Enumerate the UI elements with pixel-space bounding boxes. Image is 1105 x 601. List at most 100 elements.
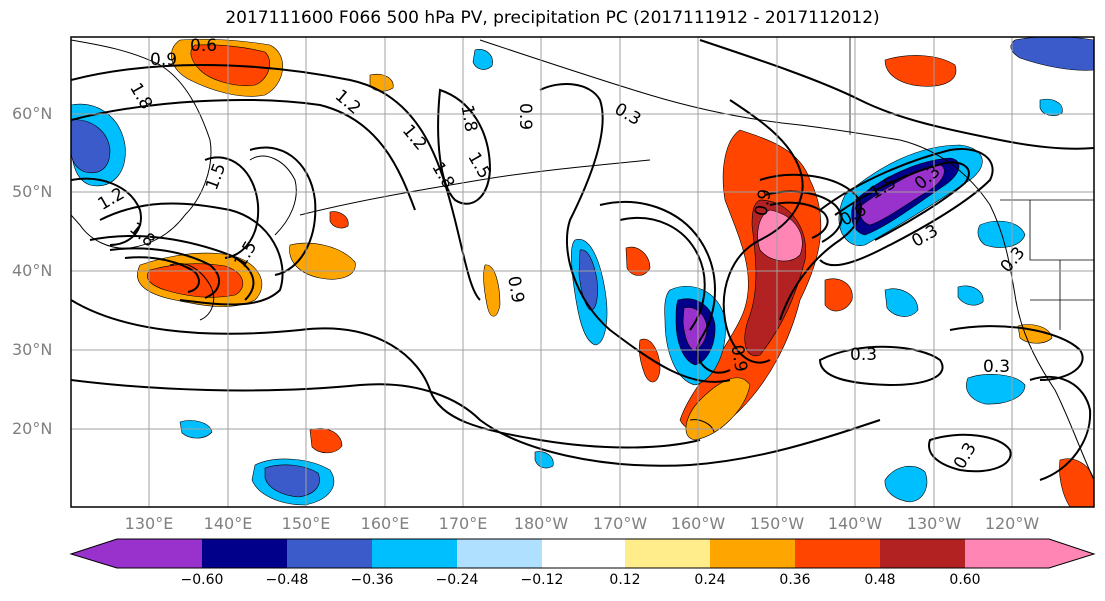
colorbar-segment — [880, 539, 965, 568]
contour-label: 0.9 — [751, 188, 775, 218]
colorbar-tick-label: 0.24 — [694, 572, 726, 588]
colorbar-tick-label: −0.60 — [180, 572, 224, 588]
lat-label: 40°N — [12, 261, 53, 280]
contour-label: 0.9 — [515, 103, 535, 130]
pv-contour — [722, 99, 804, 364]
pv-contour — [71, 379, 881, 467]
pv-contour — [1029, 375, 1092, 481]
lat-label: 20°N — [12, 419, 53, 438]
pv-contour — [71, 177, 142, 246]
lon-label: 130°E — [124, 514, 174, 533]
colorbar-tick-label: 0.48 — [864, 572, 896, 588]
precip-blob-west-neg-core — [578, 249, 598, 311]
pv-contour — [699, 39, 1094, 150]
pv-contour — [834, 161, 970, 241]
pv-contour — [949, 325, 1084, 381]
precip-blob-c5-neg — [534, 451, 554, 469]
contour-label: 0.3 — [983, 357, 1010, 377]
border-us-states — [1029, 200, 1094, 330]
colorbar-outline — [69, 538, 1096, 569]
colorbar-segment — [542, 539, 625, 568]
lat-label: 60°N — [12, 104, 53, 123]
precip-blob-west-edge-neg-core — [71, 119, 111, 174]
gridlines — [71, 37, 1094, 507]
precip-blob-c3-pos — [824, 278, 853, 312]
pv-contour — [109, 247, 220, 299]
coastline-japan — [169, 263, 215, 321]
precip-blob-ne-pos — [884, 55, 957, 87]
colorbar-tick-label: −0.12 — [520, 572, 564, 588]
contour-label: 0.9 — [726, 343, 750, 373]
colorbar-segment — [625, 539, 710, 568]
contour-label: 1.8 — [456, 103, 480, 133]
coastline-north-america — [899, 139, 1094, 481]
precip-shading — [71, 37, 1094, 507]
lon-label: 140°E — [203, 514, 253, 533]
precip-blob-se-neg — [884, 465, 928, 503]
colorbar-segment — [372, 539, 457, 568]
coastline-asia — [71, 39, 212, 249]
lon-label: 180°W — [513, 514, 569, 533]
coastline-hawaii — [689, 419, 715, 433]
lat-label: 50°N — [12, 182, 53, 201]
lon-label: 160°W — [670, 514, 726, 533]
pv-contour — [99, 202, 284, 306]
colorbar-tick-label: 0.36 — [779, 572, 811, 588]
colorbar-tick-label: 0.60 — [949, 572, 981, 588]
pv-contour — [769, 201, 829, 239]
lon-label: 170°W — [592, 514, 648, 533]
contour-label: 0.9 — [150, 50, 177, 70]
pv-contour — [818, 345, 944, 387]
lat-label: 30°N — [12, 340, 53, 359]
lon-label: 140°W — [827, 514, 883, 533]
colorbar-segment — [287, 539, 372, 568]
coastlines — [71, 39, 1094, 481]
precip-blob-c8-neg — [1039, 98, 1063, 117]
lon-label: 120°W — [984, 514, 1040, 533]
colorbar-segment — [795, 539, 880, 568]
borders — [849, 37, 1094, 330]
pv-contour — [539, 83, 731, 383]
pv-contour — [759, 173, 862, 321]
colorbar-tick-label: 0.12 — [609, 572, 641, 588]
pv-contour — [819, 148, 994, 267]
lon-label: 150°W — [749, 514, 805, 533]
precip-blob-central-pos-peak — [757, 209, 803, 262]
colorbar-segment — [117, 539, 202, 568]
precip-blob-e2-neg — [884, 288, 919, 317]
pv-contour — [89, 235, 255, 301]
colorbar-tick-label: −0.48 — [265, 572, 309, 588]
lon-label: 130°W — [906, 514, 962, 533]
precip-blob-se-pos — [1059, 458, 1094, 507]
colorbar-segment — [202, 539, 287, 568]
contour-label: 0.6 — [190, 36, 217, 56]
precip-blob-japan-pos-core — [146, 263, 244, 298]
contour-label: 0.3 — [850, 345, 877, 365]
colorbar-segment — [710, 539, 795, 568]
colorbar — [69, 538, 1096, 569]
pv-contour — [437, 88, 492, 205]
precip-blob-c2-pos — [483, 264, 501, 317]
coastline-alaska — [479, 39, 901, 141]
colorbar-extend-left — [71, 539, 117, 568]
precip-blob-e3-neg — [957, 285, 984, 306]
precip-blob-c6-neg — [472, 49, 493, 70]
precip-blob-e5-pos — [625, 246, 651, 276]
pv-contour — [599, 200, 731, 374]
pv-contour — [249, 146, 317, 276]
colorbar-segment — [965, 539, 1049, 568]
page-title: 2017111600 F066 500 hPa PV, precipitatio… — [225, 8, 880, 28]
precip-blob-c9-pos — [329, 211, 349, 229]
colorbar-tick-label: −0.24 — [435, 572, 479, 588]
pv-contour — [204, 156, 260, 259]
lon-label: 170°E — [438, 514, 488, 533]
colorbar-tick-label: −0.36 — [350, 572, 394, 588]
lon-label: 150°E — [281, 514, 331, 533]
lon-label: 160°E — [360, 514, 410, 533]
pv-contour — [928, 433, 1012, 473]
colorbar-extend-right — [1049, 539, 1094, 568]
precip-blob-ne-pacific-neg-peak — [859, 164, 945, 226]
colorbar-segment — [457, 539, 542, 568]
pv-contour — [71, 299, 701, 449]
